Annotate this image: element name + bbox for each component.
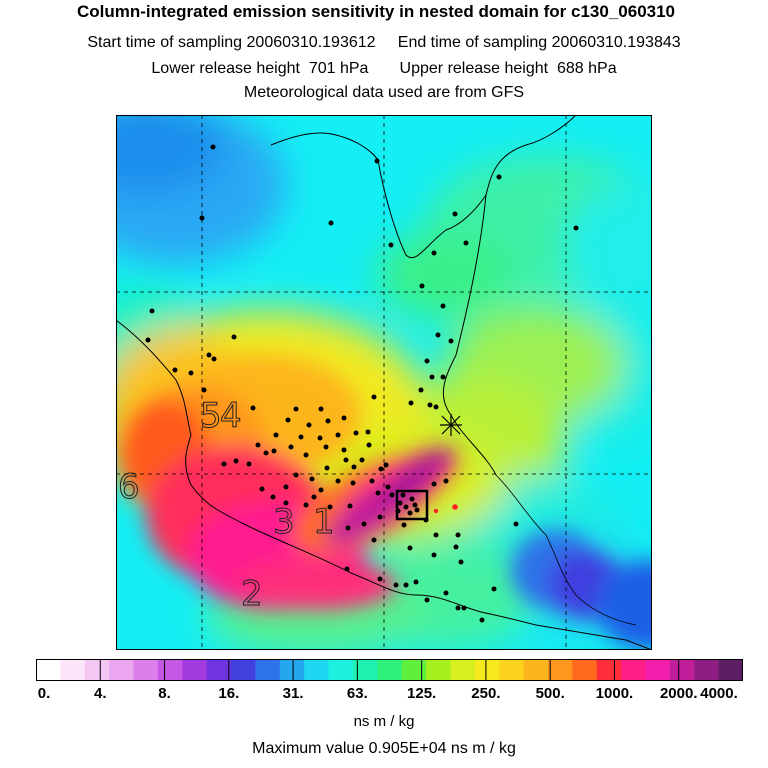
colorbar-segment [426,659,451,681]
colorbar-segment [547,659,573,681]
trajectory-points [145,144,579,623]
release-star-icon [440,414,462,436]
met-data-line: Meteorological data used are from GFS [243,84,525,101]
map-title: Column-integrated emission sensitivity i… [76,2,676,21]
colorbar-segment [523,659,549,681]
colorbar-tick-label: 125. [407,685,437,702]
colorbar-tick-label: 250. [471,685,501,702]
colorbar-segment [596,659,622,681]
colorbar-tick-label: 31. [282,685,304,702]
colorbar-segment [206,659,232,681]
colorbar-segment [133,659,159,681]
colorbar-segment [84,659,110,681]
state-border [495,474,637,626]
colorbar-segment [694,659,720,681]
colorbar-tick-label: 500. [535,685,565,702]
colorbar-segment [328,659,354,681]
colorbar-segment [718,659,744,681]
colorbar-segment [499,659,525,681]
colorbar-tick-label: 0. [37,685,51,702]
colorbar-segment [572,659,598,681]
colorbar-segment [255,659,281,681]
graticule [116,115,652,650]
sensitivity-map: 5 4 6 3 1 2 [116,115,652,650]
cluster-label: 5 [200,396,222,436]
colorbar-segment [36,659,61,681]
colorbar-segment [304,659,330,681]
boundary-line [270,115,577,476]
colorbar-tick-label: 63. [346,685,368,702]
cluster-label: 2 [241,574,263,614]
colorbar-segment [231,659,256,681]
cluster-label: 4 [220,396,242,436]
colorbar-segment [377,659,403,681]
colorbar-tick-label: 8. [158,685,171,702]
sampling-time-line: Start time of sampling 20060310.193612 E… [87,34,681,51]
colorbar-segment [621,659,646,681]
colorbar [36,659,744,681]
colorbar-tick-label: 2000. [659,685,698,702]
colorbar-segment [352,659,378,681]
colorbar-segment [401,659,427,681]
sensitivity-field: 5 4 6 3 1 2 [116,115,652,650]
colorbar-segment [669,659,695,681]
colorbar-segment [474,659,500,681]
colorbar-unit: ns m / kg [353,713,415,730]
cluster-label: 3 [273,502,295,542]
cluster-labels: 5 4 6 3 1 2 [118,396,336,615]
colorbar-segment [109,659,135,681]
colorbar-segment [645,659,671,681]
cluster-label: 1 [313,502,335,542]
colorbar-segment [157,659,183,681]
colorbar-tick-label: 16. [218,685,240,702]
coastline [116,319,652,650]
receptor-box [395,489,429,521]
colorbar-segment [182,659,208,681]
release-height-line: Lower release height 701 hPa Upper relea… [151,60,617,77]
colorbar-tick-label: 4. [94,685,107,702]
maximum-value: Maximum value 0.905E+04 ns m / kg [252,740,516,757]
colorbar-segment [450,659,476,681]
colorbar-segment [60,659,86,681]
colorbar-segment [279,659,305,681]
colorbar-tick-label: 1000. [595,685,634,702]
colorbar-tick-label: 4000. [700,685,738,702]
cluster-label: 6 [118,467,140,507]
release-marker [452,504,458,510]
